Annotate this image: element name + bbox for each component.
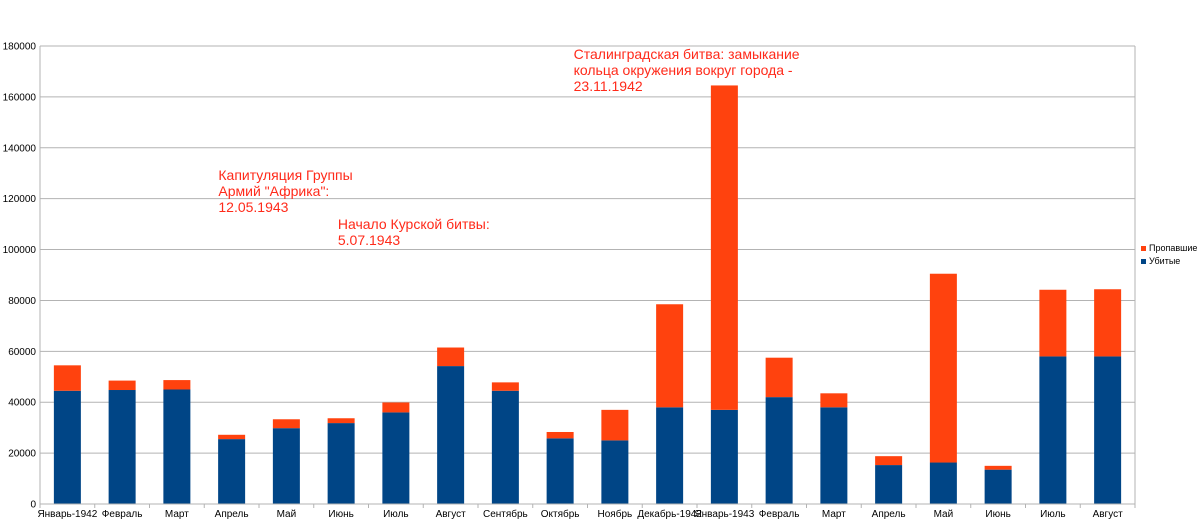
- y-tick-label: 160000: [3, 92, 37, 103]
- y-tick-label: 140000: [3, 143, 37, 154]
- legend: Пропавшие Убитые: [1141, 243, 1197, 266]
- bar-missing: [1094, 289, 1122, 357]
- legend-label: Убитые: [1149, 256, 1180, 266]
- bar-killed: [601, 440, 629, 504]
- bar-missing: [710, 85, 738, 410]
- x-tick-label: Август: [1093, 509, 1124, 520]
- bar-killed: [765, 397, 793, 504]
- gridlines: [40, 45, 1135, 505]
- y-axis: 0 20000 40000 60000 80000 100000 120000 140000 1…: [3, 42, 1136, 511]
- bar-missing: [984, 465, 1012, 470]
- bar-missing: [875, 456, 903, 466]
- bar-killed: [546, 438, 574, 504]
- x-tick-label: Март: [822, 509, 846, 520]
- bar-killed: [327, 423, 355, 504]
- annotation-line: 23.11.1942: [574, 78, 643, 94]
- bar-killed: [491, 390, 519, 504]
- y-tick-label: 0: [30, 500, 36, 511]
- bar-missing: [656, 304, 684, 408]
- bar-missing: [53, 365, 81, 391]
- annotation-line: Капитуляция Группы: [218, 167, 352, 183]
- bar-killed: [382, 412, 410, 504]
- bar-killed: [875, 465, 903, 504]
- y-tick-label: 40000: [8, 398, 36, 409]
- legend-swatch: [1141, 259, 1146, 264]
- bar-killed: [53, 390, 81, 504]
- x-tick-label: Май: [934, 509, 954, 520]
- x-tick-label: Январь-1942: [37, 509, 97, 520]
- bar-killed: [218, 439, 246, 504]
- bar-missing: [765, 357, 793, 398]
- bar-killed: [437, 366, 465, 504]
- x-tick-label: Февраль: [102, 509, 143, 520]
- annotation-line: 12.05.1943: [218, 199, 288, 215]
- x-tick-label: Июль: [383, 509, 409, 520]
- x-tick-label: Июнь: [328, 509, 353, 520]
- bar-killed: [163, 389, 191, 504]
- bar-killed: [1039, 356, 1067, 504]
- bar-missing: [437, 347, 465, 367]
- x-tick-label: Январь-1943: [694, 509, 754, 520]
- annotation-line: Начало Курской битвы:: [338, 216, 490, 232]
- x-tick-label: Март: [165, 509, 189, 520]
- bar-killed: [984, 469, 1012, 504]
- y-tick-label: 100000: [3, 245, 37, 256]
- x-tick-label: Апрель: [215, 509, 249, 520]
- bar-missing: [546, 431, 574, 439]
- y-tick-label: 20000: [8, 449, 36, 460]
- bar-missing: [929, 273, 957, 463]
- bar-killed: [929, 462, 957, 504]
- bar-missing: [491, 382, 519, 391]
- x-tick-label: Апрель: [872, 509, 906, 520]
- bar-missing: [108, 380, 136, 391]
- x-axis: Январь-1942 Февраль Март Апрель Май Июнь Июль А…: [37, 503, 1136, 520]
- bar-missing: [327, 418, 355, 424]
- annotation-line: 5.07.1943: [338, 232, 400, 248]
- bar-missing: [218, 434, 246, 440]
- bars: [53, 85, 1122, 504]
- bar-missing: [272, 419, 300, 429]
- legend-label: Пропавшие: [1149, 243, 1197, 253]
- x-tick-label: Май: [277, 509, 297, 520]
- annotation-line: кольца окружения вокруг города -: [574, 62, 793, 78]
- x-tick-label: Октябрь: [541, 508, 580, 520]
- bar-missing: [163, 380, 191, 390]
- x-tick-label: Июнь: [985, 509, 1010, 520]
- bar-killed: [710, 409, 738, 504]
- x-tick-label: Декабрь-1942: [637, 508, 702, 520]
- y-tick-label: 80000: [8, 296, 36, 307]
- x-tick-label: Февраль: [759, 509, 800, 520]
- bar-missing: [601, 409, 629, 441]
- bar-killed: [1094, 356, 1122, 504]
- bar-killed: [820, 407, 848, 504]
- bar-missing: [382, 402, 410, 413]
- bar-missing: [1039, 289, 1067, 357]
- x-tick-label: Август: [436, 509, 467, 520]
- legend-swatch: [1141, 246, 1146, 251]
- x-tick-label: Сентябрь: [483, 508, 528, 520]
- bar-killed: [272, 428, 300, 504]
- y-tick-label: 120000: [3, 194, 37, 205]
- x-tick-label: Ноябрь: [598, 508, 633, 520]
- y-tick-label: 60000: [8, 347, 36, 358]
- bar-missing: [820, 393, 848, 408]
- annotation-line: Армий "Африка":: [218, 183, 329, 199]
- bar-killed: [656, 407, 684, 504]
- bar-killed: [108, 390, 136, 504]
- y-tick-label: 180000: [3, 42, 37, 53]
- x-tick-label: Июль: [1040, 509, 1066, 520]
- annotation-line: Сталинградская битва: замыкание: [574, 46, 800, 62]
